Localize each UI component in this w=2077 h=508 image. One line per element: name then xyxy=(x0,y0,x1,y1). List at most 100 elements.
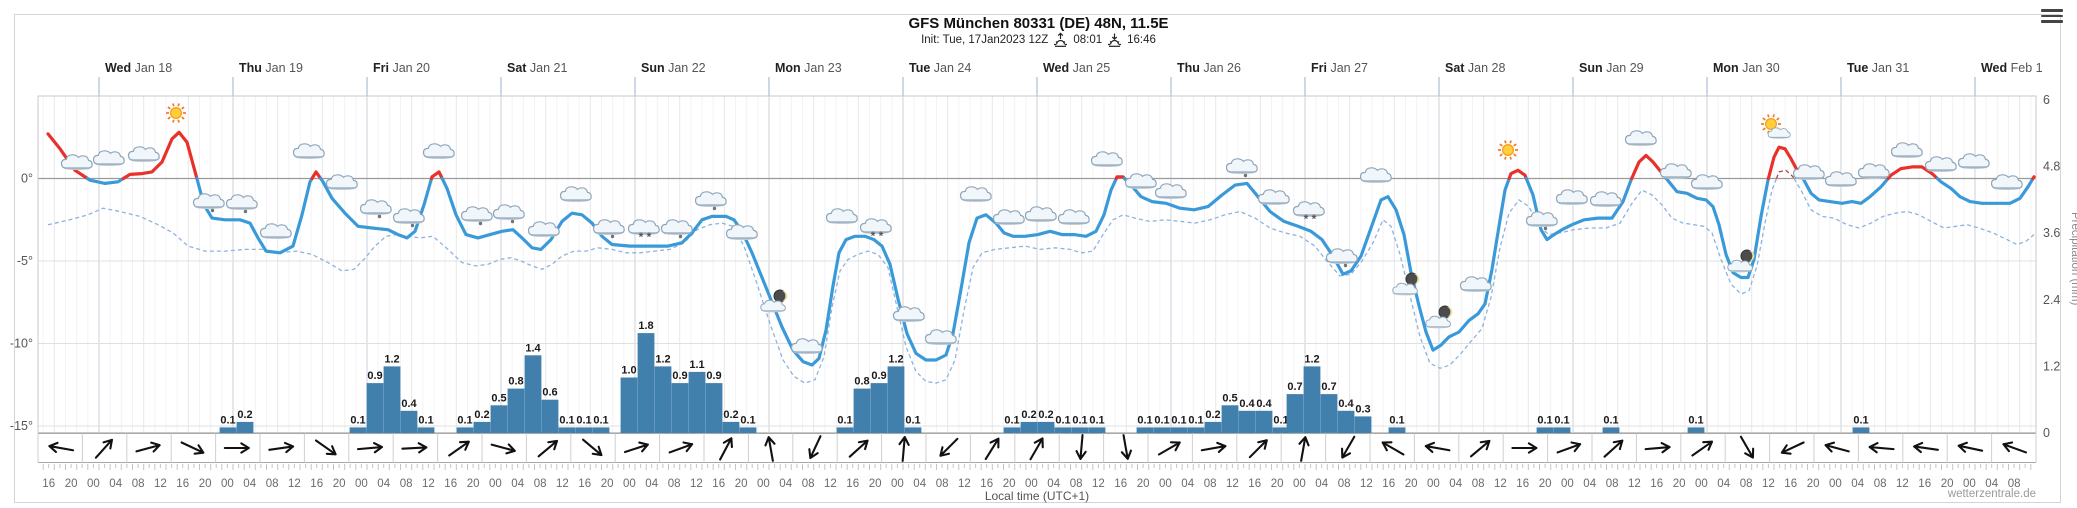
time-tick-label: 16 xyxy=(1248,478,1261,490)
temperature-line xyxy=(310,170,323,181)
precip-value-label: 1.1 xyxy=(689,359,704,371)
wind-arrow-icon xyxy=(848,439,869,458)
time-tick-label: 00 xyxy=(1025,478,1038,490)
precip-value-label: 0.1 xyxy=(1554,414,1569,426)
day-label: Wed Jan 25 xyxy=(1043,61,1110,75)
wind-arrow-icon xyxy=(984,437,1000,461)
time-tick-label: 08 xyxy=(1740,478,1753,490)
precip-bar xyxy=(507,388,525,433)
time-tick-label: 04 xyxy=(779,478,792,490)
wind-arrow-icon xyxy=(135,441,161,453)
time-tick-label: 04 xyxy=(1315,478,1328,490)
cloud-drizzle-icon xyxy=(392,208,425,228)
time-tick-label: 04 xyxy=(645,478,658,490)
wind-arrow-icon xyxy=(314,439,337,456)
precip-value-label: 0.1 xyxy=(1389,414,1404,426)
temperature-line xyxy=(1664,176,1770,280)
cloud-snow-icon: * * xyxy=(859,218,892,243)
wind-arrow-icon xyxy=(623,441,649,454)
cloud-icon xyxy=(422,143,455,159)
precip-bar xyxy=(853,388,871,433)
time-tick-label: 08 xyxy=(132,478,145,490)
precip-bar xyxy=(688,371,706,433)
precip-value-label: 0.1 xyxy=(837,414,852,426)
time-tick-label: 16 xyxy=(1114,478,1127,490)
temp-axis-label: -10° xyxy=(10,337,33,351)
precip-bar xyxy=(383,366,401,433)
svg-text:* *: * * xyxy=(871,229,884,243)
precip-axis-label: 1.2 xyxy=(2043,359,2060,373)
precip-bar xyxy=(541,399,559,433)
time-tick-label: 12 xyxy=(422,478,435,490)
time-tick-label: 20 xyxy=(333,478,346,490)
time-tick-label: 04 xyxy=(1047,478,1060,490)
time-tick-label: 08 xyxy=(266,478,279,490)
moon-cloud-icon xyxy=(1727,249,1755,273)
time-tick-label: 12 xyxy=(1896,478,1909,490)
sun-cloud-icon xyxy=(1761,114,1791,139)
precip-bar xyxy=(219,427,237,433)
precip-bar xyxy=(575,427,593,433)
sunrise-icon xyxy=(1054,32,1068,47)
precip-axis-label: 6 xyxy=(2043,93,2050,107)
watermark: wetterzentrale.de xyxy=(1947,488,2036,500)
time-tick-label: 12 xyxy=(1494,478,1507,490)
time-tick-label: 12 xyxy=(958,478,971,490)
time-tick-label: 08 xyxy=(1204,478,1217,490)
precip-bar xyxy=(739,427,757,433)
time-tick-label: 20 xyxy=(1673,478,1686,490)
cloud-icon xyxy=(1890,142,1923,158)
time-tick-label: 12 xyxy=(824,478,837,490)
precip-value-label: 0.1 xyxy=(1273,414,1288,426)
time-tick-label: 00 xyxy=(489,478,502,490)
precip-bar xyxy=(1255,410,1273,433)
menu-icon[interactable] xyxy=(2041,6,2063,26)
cloud-drizzle-icon xyxy=(460,206,493,226)
precip-bar xyxy=(1136,427,1154,433)
header: GFS München 80331 (DE) 48N, 11.5E Init: … xyxy=(0,16,2077,47)
time-tick-label: 12 xyxy=(1360,478,1373,490)
wind-arrow-icon xyxy=(1511,442,1538,454)
moon-cloud-icon xyxy=(760,289,788,313)
precip-value-label: 0.7 xyxy=(1287,381,1302,393)
time-tick-label: 04 xyxy=(1985,478,1998,490)
day-label: Fri Jan 27 xyxy=(1311,61,1368,75)
cloud-icon xyxy=(1024,206,1057,222)
cloud-icon xyxy=(259,223,292,239)
time-tick-label: 16 xyxy=(578,478,591,490)
precip-value-label: 0.2 xyxy=(237,409,252,421)
time-tick-label: 20 xyxy=(1807,478,1820,490)
svg-text:* *: * * xyxy=(1304,212,1317,226)
precip-bar xyxy=(473,421,491,433)
time-tick-label: 08 xyxy=(668,478,681,490)
cloud-drizzle-icon xyxy=(592,219,625,239)
svg-text:* *: * * xyxy=(639,230,652,244)
wind-arrow-icon xyxy=(581,438,603,457)
precip-bar xyxy=(1320,394,1338,433)
wind-arrow-icon xyxy=(537,439,559,458)
temperature-line xyxy=(429,170,444,181)
time-tick-label: 16 xyxy=(444,478,457,490)
precip-value-label: 0.1 xyxy=(350,414,365,426)
init-label: Init: Tue, 17Jan2023 12Z xyxy=(921,33,1049,46)
wind-arrow-icon xyxy=(1029,437,1044,461)
time-tick-label: 04 xyxy=(1449,478,1462,490)
precip-bar xyxy=(1071,427,1089,433)
wind-arrow-icon xyxy=(1469,439,1491,458)
cloud-icon xyxy=(1824,171,1857,187)
precip-bar xyxy=(1687,427,1705,433)
time-tick-label: 12 xyxy=(154,478,167,490)
time-tick-label: 16 xyxy=(1516,478,1529,490)
day-label: Mon Jan 30 xyxy=(1713,61,1780,75)
precip-value-label: 0.2 xyxy=(474,409,489,421)
wind-arrow-icon xyxy=(1691,440,1714,457)
time-tick-label: 20 xyxy=(65,478,78,490)
cloud-icon xyxy=(1924,156,1957,172)
time-tick-label: 20 xyxy=(1539,478,1552,490)
precip-bar xyxy=(1852,427,1870,433)
precip-bar xyxy=(366,383,384,434)
wind-arrow-icon xyxy=(1556,441,1582,454)
precip-bar xyxy=(671,383,689,434)
wind-arrow-icon xyxy=(401,442,428,454)
precip-bar xyxy=(417,427,435,433)
